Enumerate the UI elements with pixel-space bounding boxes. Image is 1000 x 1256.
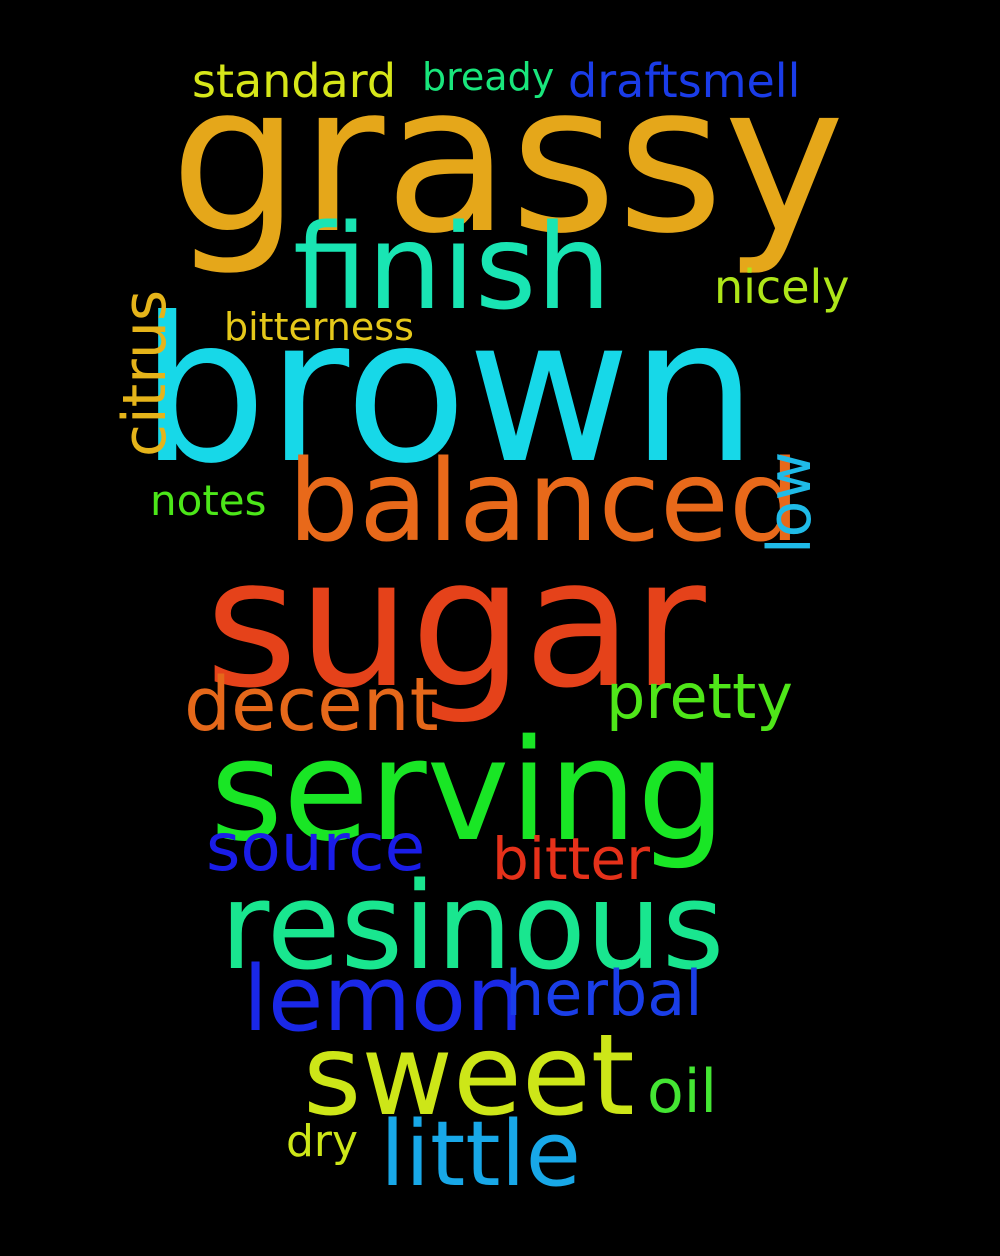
word-bitterness: bitterness	[224, 305, 414, 349]
word-serving: serving	[210, 710, 726, 873]
word-brown: brown	[140, 275, 758, 508]
word-sweet: sweet	[303, 1011, 635, 1141]
word-balanced: balanced	[288, 437, 801, 567]
word-grassy: grassy	[170, 41, 845, 279]
word-notes: notes	[150, 476, 267, 525]
word-bready: bready	[422, 55, 555, 99]
word-nicely: nicely	[714, 260, 850, 314]
word-resinous: resinous	[220, 858, 725, 997]
word-decent: decent	[184, 662, 439, 748]
word-bitter: bitter	[492, 825, 650, 893]
word-oil: oil	[647, 1057, 718, 1127]
word-pretty: pretty	[606, 660, 793, 733]
word-low: low	[755, 451, 825, 554]
word-draftsmell: draftsmell	[568, 54, 801, 108]
word-standard: standard	[192, 54, 397, 108]
word-herbal: herbal	[505, 957, 703, 1030]
word-finish: finish	[293, 198, 612, 336]
word-little: little	[380, 1102, 581, 1207]
word-lemon: lemon	[243, 947, 524, 1052]
word-source: source	[206, 809, 426, 886]
word-sugar: sugar	[205, 520, 706, 727]
word-dry: dry	[286, 1116, 359, 1167]
word-citrus: citrus	[110, 289, 180, 457]
